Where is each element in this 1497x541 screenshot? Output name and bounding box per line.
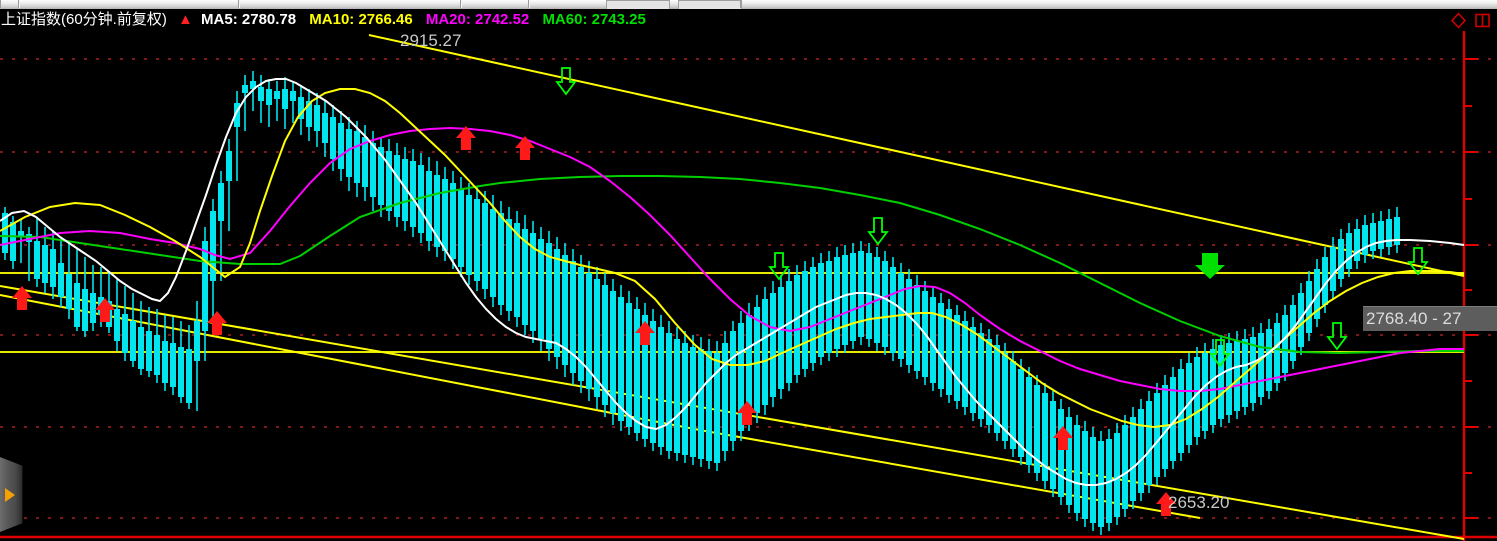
- toolbar-segment[interactable]: [528, 0, 608, 8]
- expand-left-panel-handle[interactable]: [0, 457, 23, 532]
- up-arrow-red-icon: ▲: [178, 11, 193, 28]
- candlestick-canvas[interactable]: [0, 31, 1497, 541]
- sell-arrow-icon: [1326, 322, 1348, 351]
- buy-arrow-icon: [1053, 426, 1073, 450]
- buy-arrow-icon: [515, 136, 535, 160]
- diamond-icon[interactable]: [1450, 11, 1467, 29]
- price-chart[interactable]: [0, 31, 1497, 541]
- grid-lines: [0, 58, 1497, 519]
- sell-arrow-icon: [555, 67, 577, 96]
- ma5-line: [0, 78, 1465, 486]
- high-price-label: 2915.27: [400, 31, 462, 50]
- legend-ma60: MA60: 2743.25: [542, 11, 646, 28]
- sell-arrow-icon: [768, 252, 790, 281]
- buy-arrow-icon: [635, 321, 655, 345]
- buy-arrow-icon: [456, 126, 476, 150]
- channel-trend-lines[interactable]: [0, 34, 1465, 540]
- ma20-line: [0, 126, 1464, 392]
- toolbar-segment[interactable]: [238, 0, 462, 8]
- sell-arrow-icon: [867, 217, 889, 246]
- candle-series: [2, 71, 1400, 535]
- y-axis: [1462, 31, 1478, 541]
- legend-ma10: MA10: 2766.46: [309, 11, 413, 28]
- toolbar-segment[interactable]: [0, 0, 20, 8]
- buy-arrow-icon: [207, 311, 227, 335]
- low-price-label: 2653.20: [1168, 493, 1230, 512]
- toolbar-segment[interactable]: [740, 0, 1497, 8]
- toolbar-segment[interactable]: [460, 0, 530, 8]
- price-range-tag: 2768.40 - 27: [1363, 306, 1497, 331]
- buy-arrow-icon: [12, 286, 32, 310]
- toolbar-segment[interactable]: [18, 0, 240, 8]
- sell-arrow-icon: [1407, 247, 1429, 276]
- legend-ma20: MA20: 2742.52: [425, 11, 530, 28]
- sell-marker-filled-icon: [1195, 253, 1225, 279]
- ma60-line: [0, 175, 1464, 355]
- buy-arrow-icon: [737, 401, 757, 425]
- legend-ma5: MA5: 2780.78: [201, 11, 297, 28]
- split-window-icon[interactable]: [1474, 12, 1491, 29]
- chart-header: 上证指数(60分钟.前复权) ▲ MA5: 2780.78 MA10: 2766…: [0, 9, 1497, 31]
- page-title: 上证指数(60分钟.前复权): [1, 11, 167, 28]
- ma10-line: [0, 88, 1465, 429]
- sell-arrow-icon: [1209, 339, 1231, 368]
- buy-arrow-icon: [1156, 492, 1176, 516]
- sell-markers: [555, 67, 1429, 368]
- header-tools: [1450, 9, 1491, 31]
- buy-arrow-icon: [95, 298, 115, 322]
- buy-markers: [12, 126, 1176, 516]
- right-triangle-icon: [5, 488, 15, 502]
